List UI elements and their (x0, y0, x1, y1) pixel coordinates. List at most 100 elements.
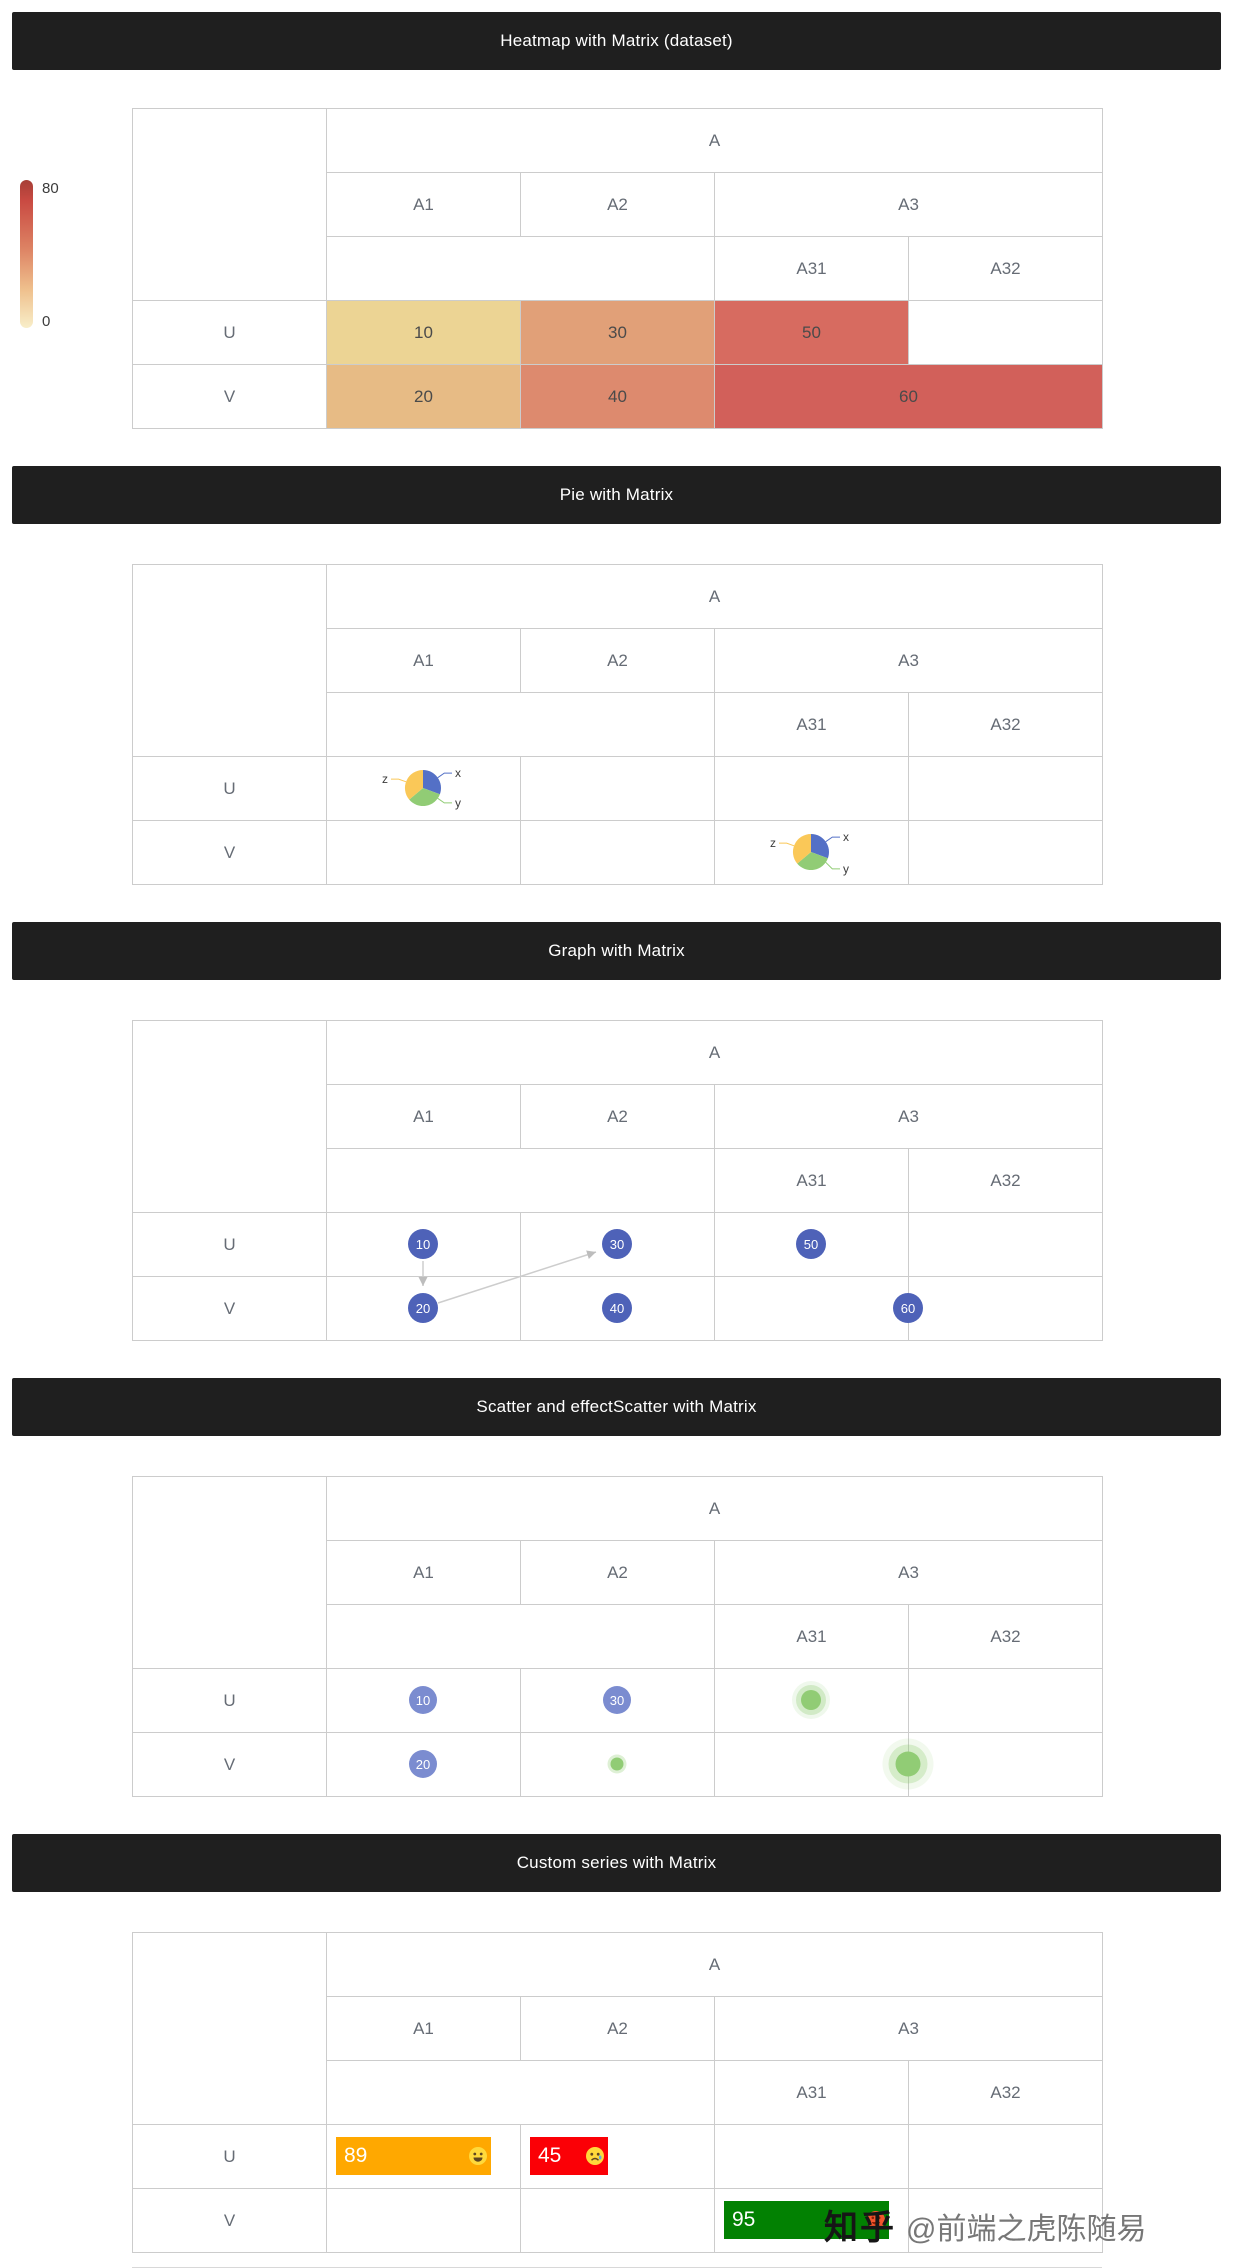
matrix-row-label-V: V (132, 1276, 327, 1341)
matrix-row-label-U: U (132, 2124, 327, 2189)
heatmap-cell-U-A1[interactable]: 10 (326, 300, 521, 365)
scatter-point-10[interactable]: 10 (409, 1686, 437, 1714)
pie-chart-2[interactable]: x y z (736, 810, 886, 894)
visual-map-min-label: 0 (42, 313, 51, 330)
visual-map-gradient-bar[interactable] (20, 180, 33, 328)
heatmap-cell-V-A1[interactable]: 20 (326, 364, 521, 429)
pie-slice-x[interactable] (423, 770, 442, 795)
matrix-table: A A1 A2 A3 A31 A32 U V (132, 1020, 1104, 1341)
matrix-table: A A1 A2 A3 A31 A32 U V (132, 564, 1104, 885)
matrix-cell-empty (326, 2188, 521, 2253)
matrix-cell-empty (714, 1276, 909, 1341)
heatmap-cell-U-A31[interactable]: 50 (714, 300, 909, 365)
pie-label-y: y (843, 862, 849, 876)
pie-slice-y[interactable] (797, 852, 828, 871)
pie-slice-z[interactable] (404, 769, 423, 800)
matrix-header-A32: A32 (907, 2060, 1104, 2125)
section-title: Scatter and effectScatter with Matrix (476, 1397, 757, 1416)
heatmap-cell-V-A2[interactable]: 40 (520, 364, 715, 429)
matrix-row-label-V: V (132, 820, 327, 885)
matrix-header-A1: A1 (326, 1084, 521, 1149)
pie-labelline-z (779, 842, 795, 847)
heatmap-cell-V-A3[interactable]: 60 (713, 364, 1104, 429)
matrix-header-A31: A31 (714, 236, 909, 301)
graph-node-30[interactable]: 30 (602, 1229, 632, 1259)
matrix-header-spacer (326, 1604, 715, 1669)
visual-map-legend[interactable]: 80 0 (20, 180, 100, 330)
matrix-row-label-V: V (132, 364, 327, 429)
pie-slice-z[interactable] (792, 833, 811, 864)
matrix-cell-empty (907, 1212, 1104, 1277)
heart-eyes-face-icon (867, 2211, 885, 2229)
matrix-header-spacer (326, 692, 715, 757)
section-title: Heatmap with Matrix (dataset) (500, 31, 733, 50)
pie-labelline-z (391, 778, 407, 783)
matrix-header-A2: A2 (520, 628, 715, 693)
matrix-row-label-U: U (132, 756, 327, 821)
section-header-scatter: Scatter and effectScatter with Matrix (12, 1378, 1221, 1436)
matrix-header-A32: A32 (907, 1604, 1104, 1669)
section-scatter: Scatter and effectScatter with Matrix A … (0, 1342, 1233, 1798)
matrix-cell-empty (907, 820, 1104, 885)
matrix-header-A32: A32 (907, 236, 1104, 301)
scatter-point-20[interactable]: 20 (409, 1750, 437, 1778)
matrix-header-A3: A3 (713, 1084, 1104, 1149)
matrix-header-spacer (326, 236, 715, 301)
matrix-header-A32: A32 (907, 1148, 1104, 1213)
effect-scatter-point-medium[interactable] (801, 1690, 821, 1710)
section-header-graph: Graph with Matrix (12, 922, 1221, 980)
custom-matrix: A A1 A2 A3 A31 A32 U V (132, 1932, 1146, 2254)
matrix-header-A: A (325, 108, 1104, 173)
matrix-header-spacer (326, 2060, 715, 2125)
section-heatmap: Heatmap with Matrix (dataset) 80 0 A A1 … (0, 0, 1233, 430)
graph-node-60[interactable]: 60 (893, 1293, 923, 1323)
section-custom: Custom series with Matrix A A1 A2 A3 A31… (0, 1798, 1233, 2254)
matrix-corner-cell (132, 1932, 327, 2125)
graph-node-10[interactable]: 10 (408, 1229, 438, 1259)
graph-edges (418, 1250, 597, 1304)
matrix-cell-empty (907, 1732, 1104, 1797)
matrix-header-A2: A2 (520, 1540, 715, 1605)
matrix-cell-empty (520, 1732, 715, 1797)
matrix-header-A3: A3 (713, 172, 1104, 237)
matrix-cell-empty (714, 2124, 909, 2189)
pie-label-z: z (770, 836, 776, 850)
effect-scatter-point-small[interactable] (610, 1757, 624, 1771)
matrix-row-label-V: V (132, 2188, 327, 2253)
scatter-point-30[interactable]: 30 (603, 1686, 631, 1714)
graph-node-20[interactable]: 20 (408, 1293, 438, 1323)
matrix-header-A3: A3 (713, 1996, 1104, 2061)
matrix-corner-cell (132, 1476, 327, 1669)
matrix-cell-empty (714, 1732, 909, 1797)
pie-slice-x[interactable] (811, 834, 830, 859)
graph-node-50[interactable]: 50 (796, 1229, 826, 1259)
matrix-header-spacer (326, 1148, 715, 1213)
section-header-heatmap: Heatmap with Matrix (dataset) (12, 12, 1221, 70)
section-graph: Graph with Matrix A A1 A2 A3 A31 A32 U (0, 886, 1233, 1342)
matrix-table: A A1 A2 A3 A31 A32 U V (132, 1476, 1104, 1797)
matrix-row-label-U: U (132, 300, 327, 365)
pie-labelline-y (437, 797, 452, 804)
custom-bar-45[interactable]: 45 (530, 2137, 608, 2175)
pie-label-z: z (382, 772, 388, 786)
custom-bar-95[interactable]: 95 (724, 2201, 889, 2239)
matrix-header-A: A (325, 1932, 1104, 1997)
heatmap-matrix: A A1 A2 A3 A31 A32 U 10 30 50 V 20 (132, 108, 1104, 430)
custom-bar-89[interactable]: 89 (336, 2137, 491, 2175)
effect-scatter-point-large[interactable] (895, 1751, 921, 1777)
pie-label-x: x (843, 830, 849, 844)
matrix-header-A: A (325, 564, 1104, 629)
matrix-cell-empty (907, 2124, 1104, 2189)
pie-label-y: y (455, 796, 461, 810)
graph-matrix: A A1 A2 A3 A31 A32 U V (132, 1020, 1104, 1342)
graph-node-40[interactable]: 40 (602, 1293, 632, 1323)
zhihu-logo: 知乎 (824, 2209, 896, 2247)
pie-slice-y[interactable] (409, 788, 440, 807)
heatmap-cell-U-A2[interactable]: 30 (520, 300, 715, 365)
custom-bar-value: 89 (344, 2144, 368, 2167)
matrix-header-A31: A31 (714, 1604, 909, 1669)
pie-chart-1[interactable]: x y z (348, 746, 498, 830)
matrix-header-A1: A1 (326, 1996, 521, 2061)
section-header-custom: Custom series with Matrix (12, 1834, 1221, 1892)
matrix-corner-cell (132, 108, 327, 301)
